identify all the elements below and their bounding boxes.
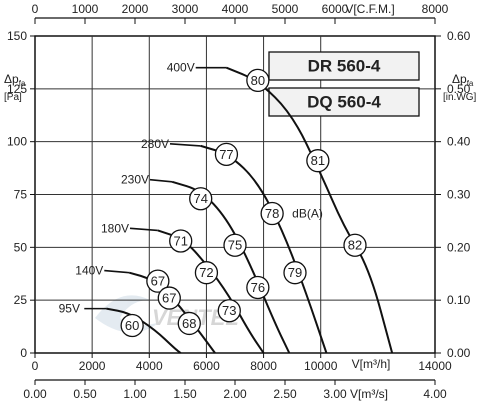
bottom2-tick-label: 2.50 <box>273 387 297 401</box>
db-bubble-label: 74 <box>193 191 207 206</box>
bottom2-tick-label: 2.00 <box>223 387 247 401</box>
y-right-axis-label: Δpfa <box>452 72 474 88</box>
db-bubble <box>157 286 181 310</box>
db-bubble <box>306 149 330 173</box>
db-bubble <box>120 313 144 338</box>
x-tick-label: 0 <box>32 359 39 373</box>
top-tick-label: 4000 <box>222 2 249 16</box>
db-bubble-label: 82 <box>348 238 362 253</box>
y-right-tick-label: 0.30 <box>447 188 471 202</box>
x-tick-label: 6000 <box>193 359 220 373</box>
db-bubble <box>217 299 241 323</box>
y-right-tick-label: 0.10 <box>447 293 471 307</box>
db-bubble-label: 60 <box>125 318 139 333</box>
db-bubble <box>283 261 307 285</box>
top-tick-label: 1000 <box>72 2 99 16</box>
bottom2-axis-label: V[m³/s] <box>350 387 388 401</box>
db-bubble-label: 78 <box>265 206 279 221</box>
top-tick-label: 0 <box>32 2 39 16</box>
db-bubble <box>223 233 247 257</box>
y-right-tick-label: 0.40 <box>447 135 471 149</box>
voltage-label-95v: 95V <box>59 302 80 316</box>
voltage-leader-line <box>149 178 173 183</box>
y-right-tick-label: 0.50 <box>447 82 471 96</box>
model-box-dq-label: DQ 560-4 <box>307 93 381 112</box>
db-bubble-label: 80 <box>251 73 265 88</box>
db-bubble-label: 75 <box>228 238 242 253</box>
db-bubble <box>189 187 213 211</box>
model-box-dq <box>268 87 420 117</box>
top-axis-label: V[C.F.M.] <box>345 2 394 16</box>
db-bubble <box>214 142 239 166</box>
voltage-leader-line <box>104 269 130 274</box>
y-tick-label: 125 <box>7 82 27 96</box>
voltage-label-280v: 280V <box>141 137 169 151</box>
bottom2-tick-label: 0.50 <box>73 387 97 401</box>
y-tick-label: 25 <box>14 293 28 307</box>
bottom2-tick-label: 1.50 <box>173 387 197 401</box>
x-tick-label: 14000 <box>418 359 452 373</box>
x-axis-label: V[m³/h] <box>352 357 391 371</box>
bottom2-tick-label: 4.00 <box>423 387 447 401</box>
bottom2-tick-label: 0.00 <box>23 387 47 401</box>
y-right-tick-label: 0.00 <box>447 346 471 360</box>
db-bubble-label: 79 <box>288 265 302 280</box>
voltage-leader-line <box>169 142 201 147</box>
y-axis-label: Δpfa <box>4 72 26 88</box>
x-tick-label: 2000 <box>79 359 106 373</box>
top-tick-label: 8000 <box>422 2 449 16</box>
x-tick-label: 8000 <box>250 359 277 373</box>
db-bubble <box>194 261 219 285</box>
y-tick-label: 50 <box>14 240 28 254</box>
x-tick-label: 10000 <box>304 359 338 373</box>
db-bubble-label: 81 <box>311 153 325 168</box>
model-box-dr <box>268 51 420 81</box>
db-bubble <box>177 311 201 336</box>
watermark-swirl <box>95 295 160 333</box>
db-bubble-label: 72 <box>199 265 213 280</box>
y-axis-unit: [Pa] <box>4 92 22 103</box>
top-tick-label: 2000 <box>122 2 149 16</box>
db-bubble-label: 68 <box>182 316 196 331</box>
y-tick-label: 75 <box>14 188 28 202</box>
y-tick-label: 0 <box>20 346 27 360</box>
voltage-label-180v: 180V <box>101 221 129 235</box>
bottom2-tick-label: 1.00 <box>123 387 147 401</box>
db-bubble-label: 67 <box>162 291 176 306</box>
voltage-label-230v: 230V <box>121 173 149 187</box>
db-bubble-label: 76 <box>251 280 265 295</box>
db-bubble <box>260 201 284 226</box>
voltage-label-400v: 400V <box>167 61 195 75</box>
y-right-axis-unit: [in.WG] <box>443 92 477 103</box>
voltage-leader-line <box>129 227 158 232</box>
db-bubble <box>146 269 170 293</box>
y-tick-label: 150 <box>7 29 27 43</box>
db-bubble <box>343 233 367 257</box>
db-bubble-label: 67 <box>151 274 165 289</box>
bottom2-tick-label: 3.00 <box>323 387 347 401</box>
top-tick-label: 6000 <box>322 2 349 16</box>
db-bubble <box>246 68 270 93</box>
db-bubble <box>169 229 193 253</box>
y-right-tick-label: 0.60 <box>447 29 471 43</box>
db-unit-label: dB(A) <box>292 207 323 221</box>
db-bubble-label: 73 <box>222 303 236 318</box>
top-tick-label: 5000 <box>272 2 299 16</box>
model-box-dr-label: DR 560-4 <box>308 57 381 76</box>
db-bubble <box>246 275 270 300</box>
voltage-label-140v: 140V <box>75 264 103 278</box>
x-tick-label: 4000 <box>136 359 163 373</box>
top-tick-label: 3000 <box>172 2 199 16</box>
y-right-tick-label: 0.20 <box>447 240 471 254</box>
y-tick-label: 100 <box>7 135 27 149</box>
db-bubble-label: 71 <box>173 233 187 248</box>
db-bubble-label: 77 <box>219 147 233 162</box>
curve-230v <box>171 180 291 354</box>
